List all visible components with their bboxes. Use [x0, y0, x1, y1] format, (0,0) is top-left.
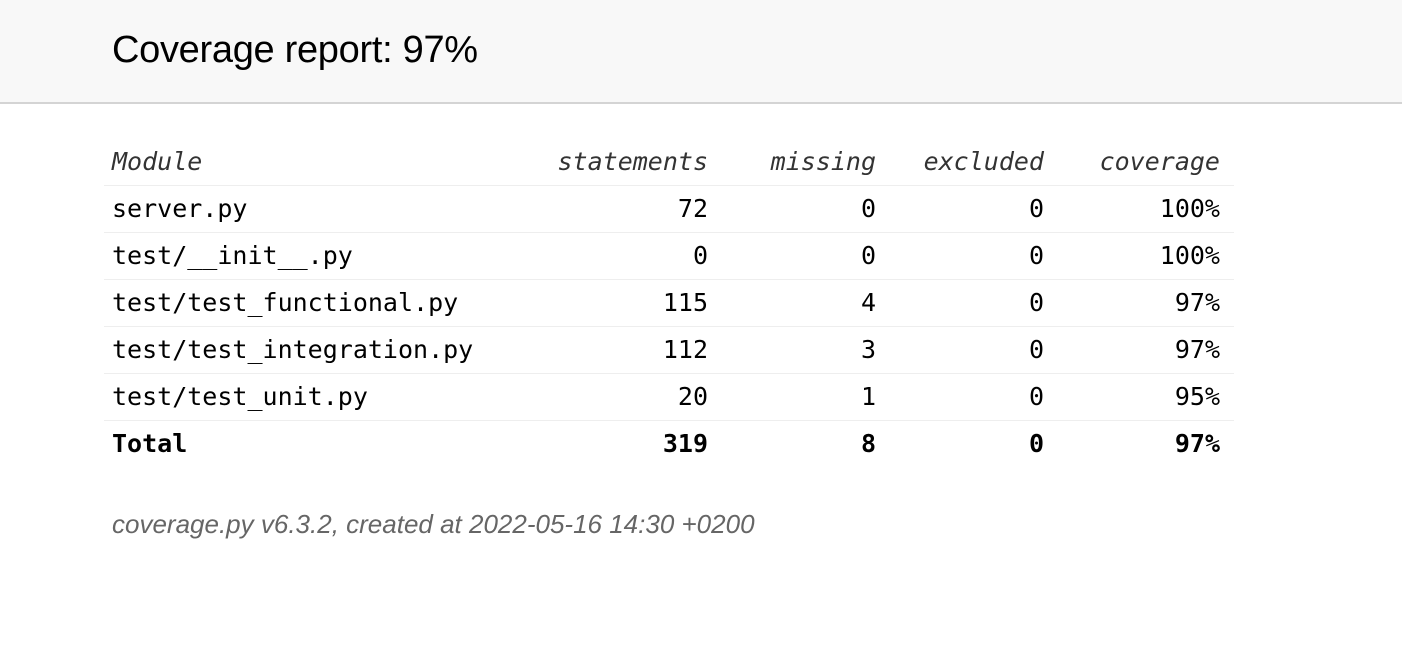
- missing-cell: 1: [716, 373, 884, 421]
- created-info: coverage.py v6.3.2, created at 2022-05-1…: [112, 509, 755, 539]
- total-label: Total: [112, 429, 188, 459]
- column-header-coverage[interactable]: coverage: [1052, 138, 1234, 186]
- excluded-cell: 0: [884, 373, 1052, 421]
- missing-cell: 0: [716, 185, 884, 233]
- statements-cell: 20: [524, 373, 716, 421]
- table-row: test/__init__.py 0 0 0 100%: [104, 232, 1234, 280]
- column-header-excluded[interactable]: excluded: [884, 138, 1052, 186]
- table-row: test/test_functional.py 115 4 0 97%: [104, 279, 1234, 327]
- module-link[interactable]: server.py: [104, 185, 524, 233]
- coverage-cell: 97%: [1052, 279, 1234, 327]
- excluded-cell: 0: [884, 232, 1052, 280]
- statements-cell: 112: [524, 326, 716, 374]
- table-footer: Total 319 8 0 97%: [104, 420, 1234, 467]
- column-header-missing[interactable]: missing: [716, 138, 884, 186]
- table-row: test/test_integration.py 112 3 0 97%: [104, 326, 1234, 374]
- excluded-cell: 0: [884, 326, 1052, 374]
- page-title: Coverage report: 97%: [112, 29, 478, 71]
- statements-cell: 115: [524, 279, 716, 327]
- module-link[interactable]: test/test_integration.py: [104, 326, 524, 374]
- total-excluded: 0: [1028, 429, 1044, 459]
- total-missing: 8: [860, 429, 876, 459]
- missing-cell: 0: [716, 232, 884, 280]
- report-header: Coverage report: 97%: [0, 0, 1402, 104]
- coverage-cell: 100%: [1052, 185, 1234, 233]
- missing-cell: 3: [716, 326, 884, 374]
- coverage-cell: 100%: [1052, 232, 1234, 280]
- module-link[interactable]: test/test_unit.py: [104, 373, 524, 421]
- total-row: Total 319 8 0 97%: [104, 420, 1234, 467]
- statements-cell: 0: [524, 232, 716, 280]
- coverage-cell: 97%: [1052, 326, 1234, 374]
- statements-cell: 72: [524, 185, 716, 233]
- excluded-cell: 0: [884, 279, 1052, 327]
- total-coverage: 97%: [1174, 429, 1220, 459]
- header-row: Module statements missing excluded cover…: [104, 138, 1234, 186]
- module-link[interactable]: test/test_functional.py: [104, 279, 524, 327]
- missing-cell: 4: [716, 279, 884, 327]
- total-statements: 319: [662, 429, 708, 459]
- column-header-statements[interactable]: statements: [524, 138, 716, 186]
- column-header-module[interactable]: Module: [104, 138, 524, 186]
- table-body: server.py 72 0 0 100% test/__init__.py 0…: [104, 185, 1234, 421]
- table-row: test/test_unit.py 20 1 0 95%: [104, 373, 1234, 421]
- table-header: Module statements missing excluded cover…: [104, 138, 1234, 186]
- table-row: server.py 72 0 0 100%: [104, 185, 1234, 233]
- coverage-cell: 95%: [1052, 373, 1234, 421]
- module-link[interactable]: test/__init__.py: [104, 232, 524, 280]
- excluded-cell: 0: [884, 185, 1052, 233]
- coverage-table: Module statements missing excluded cover…: [104, 138, 1234, 467]
